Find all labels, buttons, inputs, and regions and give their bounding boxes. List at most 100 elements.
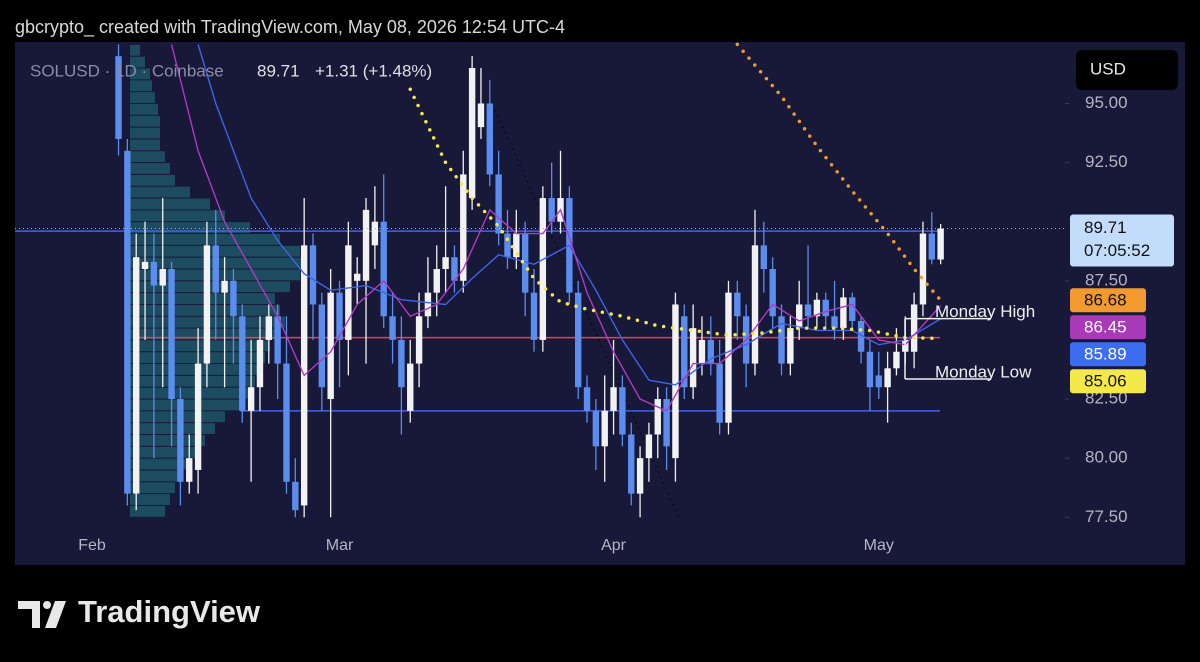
candle-body [150, 261, 158, 286]
candle-body [115, 56, 122, 139]
candle-body [804, 304, 812, 317]
candle-body [530, 292, 538, 340]
indicator-line [170, 44, 942, 412]
candle-body [619, 387, 626, 435]
candle-body [486, 103, 493, 175]
candle-body [689, 328, 697, 388]
volume-profile-bar [130, 80, 152, 92]
candle-body [212, 245, 219, 293]
candle-body [318, 304, 326, 388]
candle-body [849, 297, 856, 322]
price-axis: 77.50 80.00 82.50 87.50 92.50 95.00 89.71 07:05… [1065, 93, 1174, 526]
candle-body [186, 458, 193, 482]
candle-body [663, 399, 670, 447]
candle-body [548, 198, 555, 222]
volume-profile-bar [130, 127, 160, 139]
last-price-box [1070, 214, 1174, 267]
volume-profile-bar [130, 293, 275, 304]
volume-profile-bar [130, 505, 165, 517]
candle-body [221, 280, 228, 293]
candle-body [442, 257, 449, 269]
volume-profile-bar [130, 423, 215, 435]
candle-body [636, 458, 644, 494]
candle-body [124, 150, 131, 494]
candle-body [141, 261, 149, 269]
candle-body [460, 174, 467, 281]
candle-body [831, 316, 838, 329]
last-price-label: 89.71 [1084, 218, 1127, 237]
price-label-box [1070, 315, 1146, 340]
candle-body [840, 297, 847, 329]
candle-body [910, 304, 918, 352]
candle-body [751, 245, 759, 364]
candle-body [654, 399, 661, 435]
volume-profile-bar [130, 446, 200, 458]
candle-body [407, 363, 414, 411]
candle-body [239, 316, 246, 411]
price-label-box [1070, 369, 1146, 394]
price-label: 85.06 [1084, 372, 1127, 391]
candle-body [389, 316, 396, 340]
volume-profile-bar [130, 458, 190, 470]
brand: TradingView [78, 594, 261, 629]
candle-body [583, 387, 591, 411]
volume-profile-bar [130, 210, 225, 222]
candle-body [937, 228, 944, 260]
candle-body [813, 299, 821, 317]
candle-body [468, 68, 476, 199]
candle-body [628, 434, 635, 494]
annotation-text: Monday Low [935, 362, 1032, 381]
candle-body [256, 339, 264, 388]
candle-body [778, 316, 785, 364]
candle-body [354, 273, 361, 281]
candle-body [495, 174, 502, 234]
candle-body [575, 292, 582, 388]
volume-profile-bar [130, 163, 170, 174]
candle-body [919, 233, 927, 305]
y-tick-label: 77.50 [1085, 507, 1128, 526]
candle-body [230, 280, 237, 317]
countdown: 07:05:52 [1084, 241, 1150, 260]
candle-body [362, 209, 370, 281]
price-label: 86.45 [1084, 318, 1127, 337]
candle-body [769, 268, 776, 317]
candle-body [203, 245, 211, 364]
candle-body [539, 198, 547, 340]
volume-profile-bar [130, 198, 210, 210]
volume-profile-bar [130, 151, 165, 163]
candle-body [857, 321, 865, 352]
candle-body [698, 339, 706, 364]
volume-profile-bar [130, 56, 145, 68]
candle-body [194, 363, 202, 470]
volume-profile-bar [130, 68, 150, 80]
annotation-text: Monday High [935, 302, 1035, 321]
candle-body [884, 368, 891, 388]
y-tick-label: 87.50 [1085, 270, 1128, 289]
volume-profile-bar [130, 44, 140, 56]
candle-body [734, 292, 741, 317]
volume-profile-bar [130, 92, 155, 103]
volume-profile-bar [130, 470, 180, 482]
volume-profile-bar [130, 115, 160, 127]
currency-button[interactable] [1076, 50, 1178, 90]
volume-profile-bar [130, 375, 255, 387]
candle-body [822, 299, 829, 317]
candle-body [398, 339, 405, 388]
candle-body [610, 387, 617, 411]
volume-profile-bar [130, 340, 270, 352]
indicator-line [197, 44, 941, 386]
candle-body [265, 316, 272, 340]
volume-profile-bar [130, 435, 205, 446]
candle-body [168, 268, 175, 400]
price-label-box [1070, 288, 1146, 313]
tradingview-logo [18, 601, 66, 628]
candle-body [283, 363, 290, 482]
y-tick-label: 82.50 [1085, 389, 1128, 408]
last-price: 89.71 [257, 61, 300, 80]
volume-profile-bar [130, 222, 250, 234]
candle-body [760, 245, 768, 269]
currency[interactable]: USD [1090, 59, 1126, 78]
volume-profile-bar [130, 494, 170, 505]
candle-body [345, 245, 352, 340]
